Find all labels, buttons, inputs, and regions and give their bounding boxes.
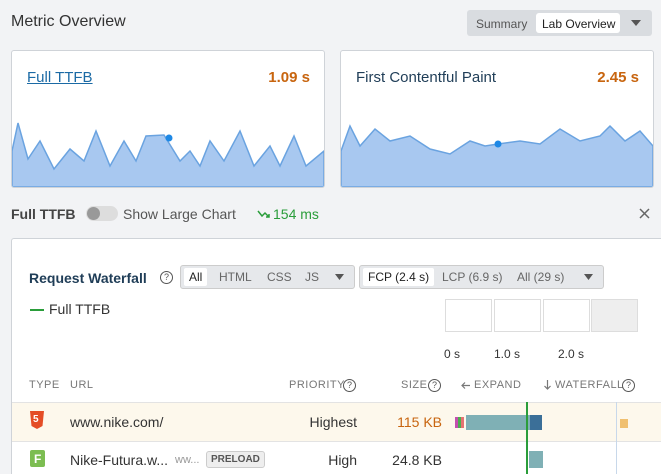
column-header: TYPE bbox=[29, 379, 60, 391]
card-value: 2.45 s bbox=[597, 69, 639, 86]
milestone-option[interactable]: All (29 s) bbox=[517, 270, 565, 284]
filmstrip-frame bbox=[445, 299, 492, 332]
filmstrip-frame bbox=[591, 299, 638, 332]
milestone-filter: FCP (2.4 s) LCP (6.9 s) All (29 s) bbox=[359, 265, 604, 289]
metric-card[interactable]: First Contentful Paint 2.45 s bbox=[340, 50, 654, 188]
legend-label: Full TTFB bbox=[49, 301, 111, 317]
type-filter: All HTML CSS JS bbox=[180, 265, 355, 289]
dropdown-icon[interactable] bbox=[334, 273, 345, 281]
milestone-option[interactable]: LCP (6.9 s) bbox=[442, 270, 503, 284]
domain: ww... bbox=[175, 454, 200, 466]
ttfb-marker bbox=[526, 402, 528, 474]
milestone-marker bbox=[616, 402, 617, 474]
type-label: F bbox=[34, 452, 42, 466]
dropdown-icon[interactable] bbox=[630, 19, 642, 27]
view-toggle: Summary Lab Overview bbox=[467, 10, 652, 36]
help-icon[interactable]: ? bbox=[343, 379, 356, 392]
waterfall-title: Request Waterfall bbox=[29, 270, 147, 286]
card-label[interactable]: First Contentful Paint bbox=[356, 69, 497, 86]
size: 115 KB bbox=[397, 414, 442, 430]
filter-option[interactable]: All bbox=[184, 268, 208, 286]
timeline-label: 2.0 s bbox=[558, 347, 585, 361]
column-header[interactable]: PRIORITY bbox=[289, 379, 345, 391]
waterfall-bar bbox=[455, 415, 628, 430]
card-label[interactable]: Full TTFB bbox=[27, 69, 93, 86]
timeline-label: 0 s bbox=[444, 347, 461, 361]
metric-label: Full TTFB bbox=[11, 206, 76, 222]
filmstrip-frame bbox=[543, 299, 590, 332]
toggle[interactable] bbox=[86, 206, 118, 221]
size: 24.8 KB bbox=[392, 452, 442, 468]
trend-icon bbox=[257, 210, 270, 218]
change-value: 154 ms bbox=[273, 206, 319, 222]
priority: High bbox=[328, 452, 357, 468]
tab[interactable]: Summary bbox=[476, 17, 528, 31]
timeline-label: 1.0 s bbox=[494, 347, 521, 361]
help-icon[interactable]: ? bbox=[160, 271, 173, 284]
toggle-knob bbox=[87, 207, 100, 220]
filmstrip-frame bbox=[494, 299, 541, 332]
tab-label: Lab Overview bbox=[542, 17, 616, 31]
column-header: URL bbox=[70, 379, 94, 391]
dropdown-icon[interactable] bbox=[583, 273, 594, 281]
metric-card[interactable]: Full TTFB 1.09 s bbox=[11, 50, 325, 188]
priority: Highest bbox=[309, 414, 357, 430]
sparkline bbox=[12, 122, 324, 187]
filter-option[interactable]: JS bbox=[305, 270, 320, 284]
filter-option[interactable]: HTML bbox=[219, 270, 252, 284]
sort-icon[interactable] bbox=[543, 379, 552, 390]
sparkline bbox=[341, 124, 653, 187]
badge: PRELOAD bbox=[206, 451, 265, 468]
type-icon bbox=[30, 450, 45, 467]
close-button[interactable] bbox=[639, 208, 650, 219]
legend-swatch bbox=[30, 309, 44, 311]
column-header[interactable]: EXPAND bbox=[474, 379, 522, 391]
column-header[interactable]: SIZE bbox=[401, 379, 428, 391]
request-row[interactable]: 5 www.nike.com/ Highest 115 KB bbox=[12, 402, 661, 442]
url[interactable]: www.nike.com/ bbox=[70, 414, 164, 430]
filter-option[interactable]: CSS bbox=[267, 270, 292, 284]
waterfall-bar bbox=[529, 451, 543, 468]
expand-icon[interactable] bbox=[461, 381, 471, 390]
help-icon[interactable]: ? bbox=[622, 379, 635, 392]
card-value: 1.09 s bbox=[268, 69, 310, 86]
toggle-label[interactable]: Show Large Chart bbox=[123, 206, 236, 222]
type-label: 5 bbox=[33, 414, 39, 425]
type-icon bbox=[30, 411, 44, 429]
column-header[interactable]: WATERFALL bbox=[555, 379, 624, 391]
milestone-option[interactable]: FCP (2.4 s) bbox=[363, 268, 435, 286]
section-title: Metric Overview bbox=[11, 13, 126, 30]
waterfall-card: Request Waterfall ? All HTML CSS JS FCP … bbox=[11, 238, 661, 474]
help-icon[interactable]: ? bbox=[428, 379, 441, 392]
url[interactable]: Nike-Futura.w... bbox=[70, 452, 169, 468]
tab-active[interactable]: Lab Overview bbox=[536, 13, 620, 33]
request-row[interactable]: F Nike-Futura.w... ww... PRELOAD High 24… bbox=[12, 441, 661, 474]
